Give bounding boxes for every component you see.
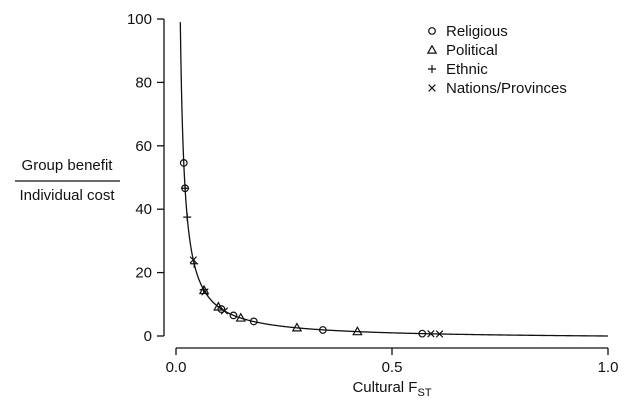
y-tick-label: 100	[127, 11, 152, 28]
data-point-political	[291, 322, 303, 332]
x-axis: 0.0 0.5 1.0	[166, 347, 619, 376]
data-point-nations-provinces	[220, 307, 229, 315]
y-axis-title-denominator: Individual cost	[19, 187, 115, 204]
data-point-nations-provinces	[427, 330, 435, 338]
x-axis-title-main: Cultural F	[352, 379, 417, 396]
y-tick-label: 20	[135, 265, 152, 282]
y-axis-title: Group benefit Individual cost	[15, 157, 120, 204]
x-tick-label: 0.0	[166, 359, 187, 376]
data-point-religious	[418, 329, 427, 338]
legend-marker-ethnic	[428, 65, 436, 73]
x-axis-title-subscript: ST	[417, 387, 431, 399]
y-tick-label: 0	[144, 328, 152, 345]
data-point-nations-provinces	[201, 288, 209, 296]
data-point-religious	[217, 305, 226, 313]
legend: Religious Political Ethnic Nations/Province…	[426, 23, 567, 97]
legend-label-religious: Religious	[446, 23, 508, 40]
data-points	[179, 159, 444, 338]
data-point-religious	[179, 159, 188, 167]
y-tick-label: 80	[135, 74, 152, 91]
data-point-nations-provinces	[189, 256, 198, 264]
legend-marker-religious	[428, 27, 436, 35]
y-tick-label: 40	[135, 201, 152, 218]
y-axis: 0 20 40 60 80 100	[127, 11, 165, 345]
x-tick-label: 1.0	[598, 359, 619, 376]
legend-marker-nations-provinces	[428, 84, 436, 92]
data-point-religious	[249, 317, 258, 326]
legend-label-nations-provinces: Nations/Provinces	[446, 80, 567, 97]
legend-label-ethnic: Ethnic	[446, 61, 488, 78]
data-point-religious	[318, 326, 327, 334]
y-tick-label: 60	[135, 138, 152, 155]
data-point-religious	[229, 311, 238, 320]
x-tick-label: 0.5	[382, 359, 403, 376]
data-point-ethnic	[181, 184, 190, 193]
data-point-ethnic	[183, 213, 192, 222]
y-axis-title-numerator: Group benefit	[22, 157, 114, 174]
data-point-political	[235, 312, 247, 322]
x-axis-title: Cultural FST	[352, 379, 431, 399]
fit-curve	[179, 22, 609, 337]
legend-marker-political	[426, 44, 438, 54]
data-point-nations-provinces	[435, 330, 444, 338]
data-point-political	[213, 301, 224, 311]
data-point-political	[352, 326, 363, 336]
legend-label-political: Political	[446, 42, 498, 59]
